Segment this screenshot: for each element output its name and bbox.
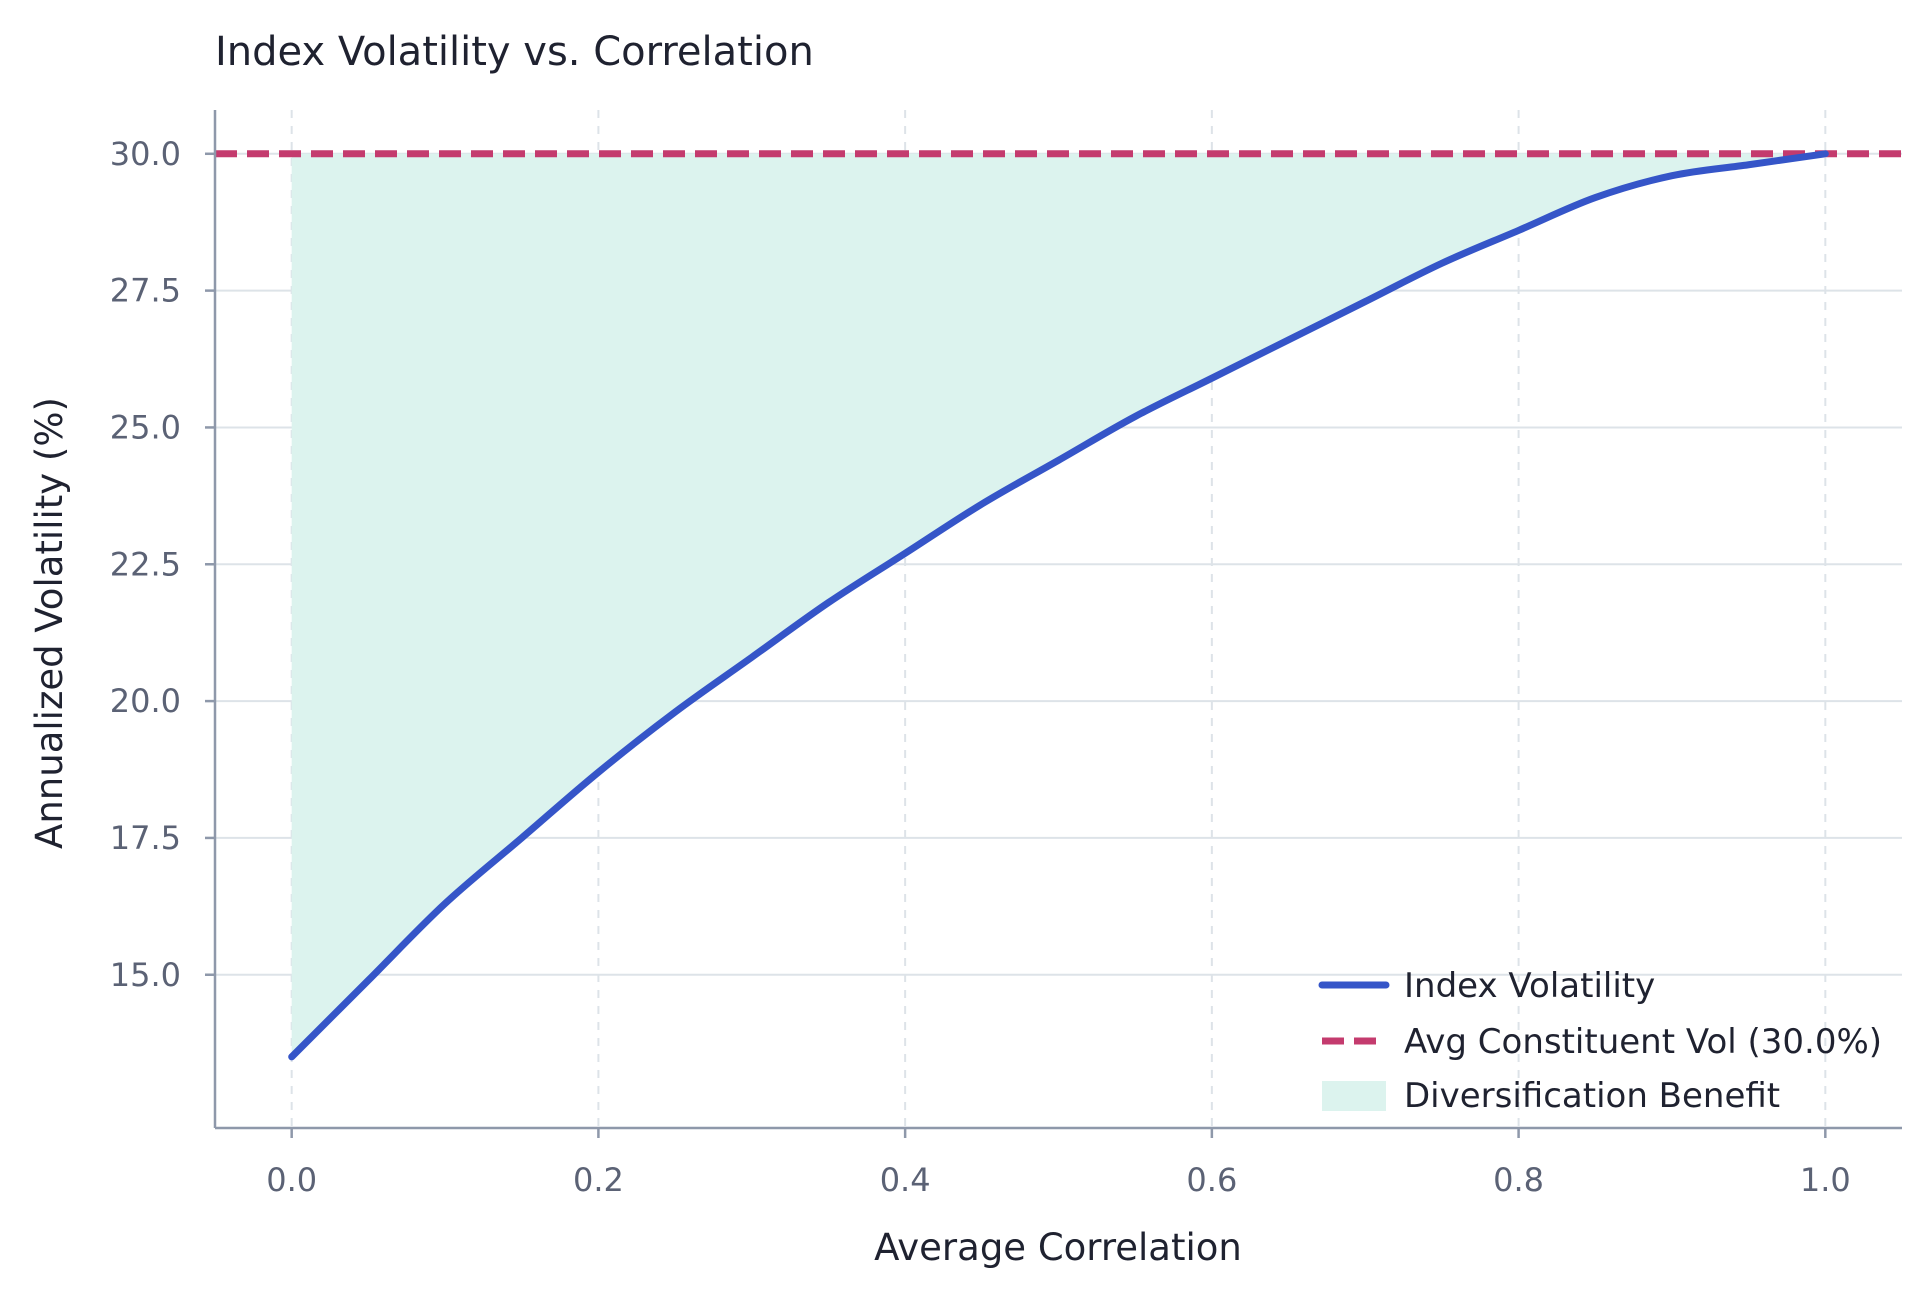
legend-swatch-diversification-benefit — [1322, 1081, 1386, 1111]
x-tick-label: 1.0 — [1800, 1161, 1851, 1199]
legend-label-index-volatility: Index Volatility — [1404, 966, 1655, 1006]
x-tick-label: 0.2 — [573, 1161, 624, 1199]
axes-spines — [213, 110, 1902, 1130]
y-tick-label: 15.0 — [110, 956, 181, 994]
legend-label-diversification-benefit: Diversification Benefit — [1404, 1076, 1780, 1116]
y-tick-label: 20.0 — [110, 682, 181, 720]
x-tick-label: 0.0 — [266, 1161, 317, 1199]
x-tick-label: 0.6 — [1186, 1161, 1237, 1199]
y-axis-label: Annualized Volatility (%) — [28, 397, 71, 849]
y-tick-label: 27.5 — [110, 272, 181, 310]
y-tick-label: 30.0 — [110, 135, 181, 173]
y-tick-label: 25.0 — [110, 408, 181, 446]
diversification-benefit-area — [291, 153, 1826, 1057]
index-volatility-line — [288, 150, 1829, 1061]
x-axis-label: Average Correlation — [874, 1226, 1242, 1269]
y-axis-ticks: 15.0 17.5 20.0 22.5 25.0 27.5 30.0 — [110, 135, 215, 994]
x-tick-label: 0.4 — [880, 1161, 931, 1199]
y-tick-label: 22.5 — [110, 545, 181, 583]
x-tick-label: 0.8 — [1493, 1161, 1544, 1199]
chart-title: Index Volatility vs. Correlation — [215, 29, 814, 75]
x-axis-ticks: 0.0 0.2 0.4 0.6 0.8 1.0 — [266, 1128, 1851, 1199]
y-tick-label: 17.5 — [110, 819, 181, 857]
legend-label-avg-constituent-vol: Avg Constituent Vol (30.0%) — [1404, 1022, 1882, 1062]
legend: Index Volatility Avg Constituent Vol (30… — [1318, 966, 1882, 1116]
